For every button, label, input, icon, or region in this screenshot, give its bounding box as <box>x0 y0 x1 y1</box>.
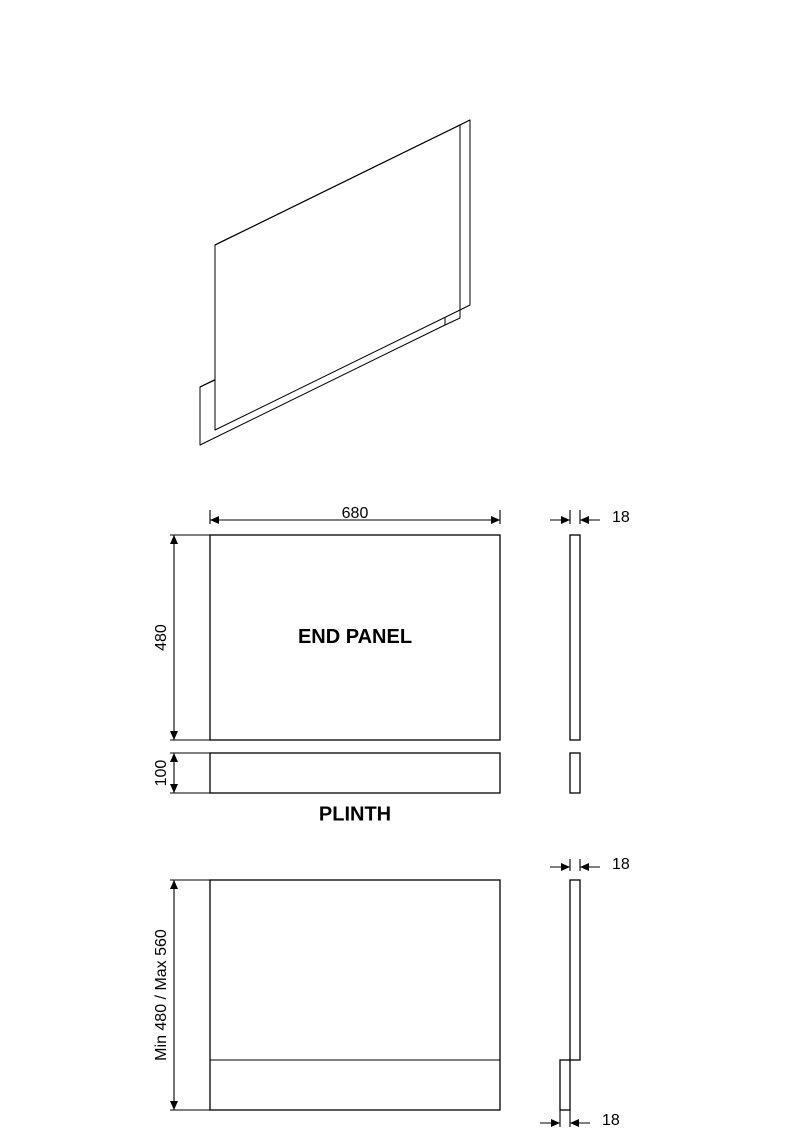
svg-text:480: 480 <box>153 624 170 651</box>
svg-text:18: 18 <box>612 856 630 873</box>
svg-text:100: 100 <box>153 760 170 787</box>
svg-text:18: 18 <box>602 1112 620 1129</box>
technical-drawing: END PANEL PLINTH 680 18 480 100 18 18 Min 480 / … <box>0 0 800 1132</box>
svg-text:18: 18 <box>612 509 630 526</box>
end-panel-label: END PANEL <box>298 626 412 648</box>
svg-text:680: 680 <box>342 505 369 522</box>
svg-text:Min 480 / Max 560: Min 480 / Max 560 <box>153 929 170 1061</box>
plinth-label: PLINTH <box>319 803 391 825</box>
